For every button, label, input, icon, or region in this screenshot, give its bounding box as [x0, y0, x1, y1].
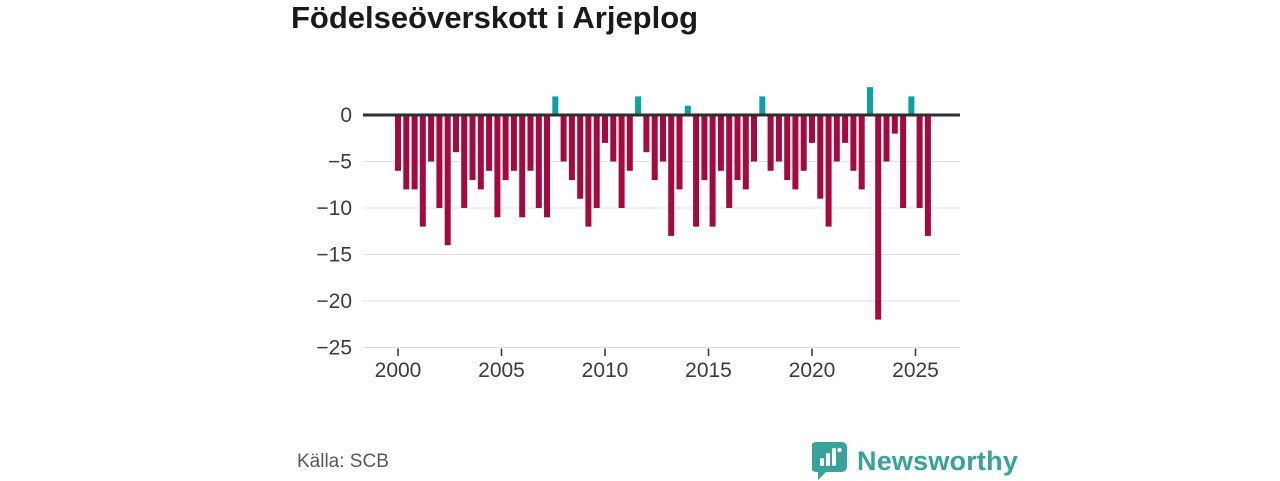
bar-negative	[833, 115, 840, 162]
bar-negative	[842, 115, 849, 143]
bar-negative	[651, 115, 658, 181]
bar-negative	[477, 115, 484, 190]
bar-negative	[825, 115, 832, 227]
bar-negative	[800, 115, 807, 171]
bar-negative	[602, 115, 608, 143]
y-axis-tick-label: 0	[340, 104, 352, 127]
bar-negative	[875, 115, 882, 320]
bar-negative	[568, 115, 575, 181]
bar-negative	[411, 115, 418, 190]
y-axis-tick-label: −15	[316, 244, 352, 267]
bar-negative	[560, 115, 567, 162]
bar-negative	[775, 115, 782, 162]
bar-negative	[419, 115, 426, 227]
y-axis-tick-label: −20	[316, 290, 352, 313]
bar-negative	[444, 115, 451, 246]
y-axis-tick-label: −5	[328, 151, 352, 174]
x-axis-tick-label: 2000	[375, 359, 422, 382]
bar-negative	[734, 115, 741, 181]
bar-negative	[891, 115, 898, 134]
bar-negative	[883, 115, 890, 162]
x-axis-tick-label: 2025	[892, 359, 939, 382]
bar-negative	[436, 115, 443, 208]
x-axis-tick-label: 2015	[685, 359, 732, 382]
bar-negative	[486, 115, 493, 171]
bar-negative	[858, 115, 865, 190]
y-axis-tick-label: −25	[316, 337, 352, 360]
bar-negative	[469, 115, 476, 181]
bar-negative	[544, 115, 550, 218]
bar-negative	[494, 115, 501, 218]
bar-negative	[660, 115, 666, 162]
bar-negative	[510, 115, 517, 171]
bar-negative	[767, 115, 774, 171]
bar-negative	[527, 115, 534, 171]
bar-negative	[668, 115, 675, 236]
bar-negative	[924, 115, 931, 236]
bar-negative	[742, 115, 749, 190]
bar-negative	[676, 115, 683, 190]
bar-negative	[403, 115, 410, 190]
chart-title: Födelseöverskott i Arjeplog	[291, 0, 699, 35]
bar-positive	[908, 96, 915, 115]
bar-negative	[850, 115, 857, 171]
x-axis-tick-label: 2010	[582, 359, 629, 382]
bar-negative	[900, 115, 907, 208]
newsworthy-wordmark: Newsworthy	[857, 445, 1019, 476]
bar-negative	[792, 115, 799, 190]
bar-negative	[726, 115, 733, 208]
bar-positive	[635, 96, 642, 115]
bar-negative	[701, 115, 708, 181]
bar-negative	[395, 115, 401, 171]
bar-negative	[610, 115, 617, 162]
bar-negative	[817, 115, 824, 199]
bar-negative	[453, 115, 459, 153]
bar-negative	[717, 115, 724, 171]
bar-negative	[626, 115, 633, 171]
bar-negative	[461, 115, 468, 208]
bar-negative	[643, 115, 650, 153]
source-note: Källa: SCB	[297, 451, 389, 472]
bar-negative	[502, 115, 509, 181]
bar-negative	[519, 115, 526, 218]
bar-negative	[916, 115, 923, 208]
newsworthy-branding: Newsworthy	[812, 441, 1018, 481]
y-axis-tick-label: −10	[316, 197, 352, 220]
bar-negative	[585, 115, 592, 227]
bar-positive	[759, 96, 766, 115]
x-axis-tick-label: 2020	[789, 359, 836, 382]
newsworthy-logo-icon	[812, 442, 847, 480]
bar-positive	[684, 105, 691, 115]
bar-positive	[552, 96, 559, 115]
bar-negative	[618, 115, 625, 208]
bar-negative	[693, 115, 700, 227]
x-axis-tick-label: 2005	[478, 359, 525, 382]
bar-negative	[751, 115, 757, 162]
bar-positive	[867, 87, 873, 115]
bar-negative	[784, 115, 791, 181]
bar-negative	[428, 115, 435, 162]
bar-negative	[709, 115, 716, 227]
bar-negative	[593, 115, 600, 208]
bar-negative	[535, 115, 542, 208]
bar-negative	[577, 115, 584, 199]
bar-negative	[809, 115, 815, 143]
